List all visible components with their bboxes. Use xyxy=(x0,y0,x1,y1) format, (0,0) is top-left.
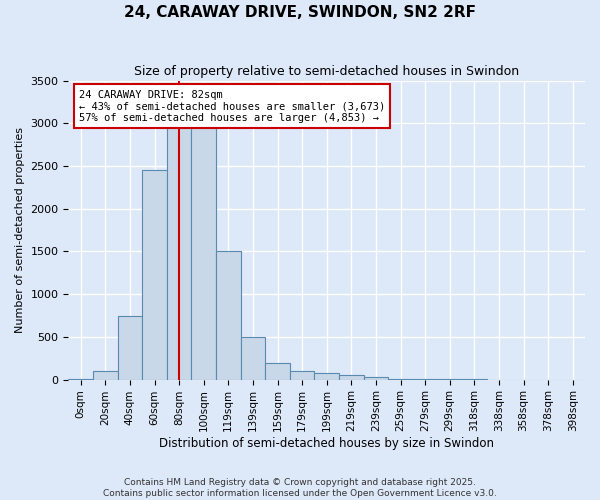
Bar xyxy=(118,316,142,380)
Title: Size of property relative to semi-detached houses in Swindon: Size of property relative to semi-detach… xyxy=(134,65,519,78)
Bar xyxy=(388,378,413,380)
Bar xyxy=(142,170,167,380)
Bar xyxy=(339,376,364,380)
Bar xyxy=(265,362,290,380)
Text: 24, CARAWAY DRIVE, SWINDON, SN2 2RF: 24, CARAWAY DRIVE, SWINDON, SN2 2RF xyxy=(124,5,476,20)
X-axis label: Distribution of semi-detached houses by size in Swindon: Distribution of semi-detached houses by … xyxy=(159,437,494,450)
Text: 24 CARAWAY DRIVE: 82sqm
← 43% of semi-detached houses are smaller (3,673)
57% of: 24 CARAWAY DRIVE: 82sqm ← 43% of semi-de… xyxy=(79,90,385,122)
Bar xyxy=(167,124,191,380)
Bar xyxy=(314,373,339,380)
Bar xyxy=(93,371,118,380)
Bar xyxy=(68,378,93,380)
Bar xyxy=(191,125,216,380)
Bar xyxy=(364,378,388,380)
Y-axis label: Number of semi-detached properties: Number of semi-detached properties xyxy=(15,127,25,333)
Bar xyxy=(216,252,241,380)
Text: Contains HM Land Registry data © Crown copyright and database right 2025.
Contai: Contains HM Land Registry data © Crown c… xyxy=(103,478,497,498)
Bar xyxy=(241,337,265,380)
Bar xyxy=(290,371,314,380)
